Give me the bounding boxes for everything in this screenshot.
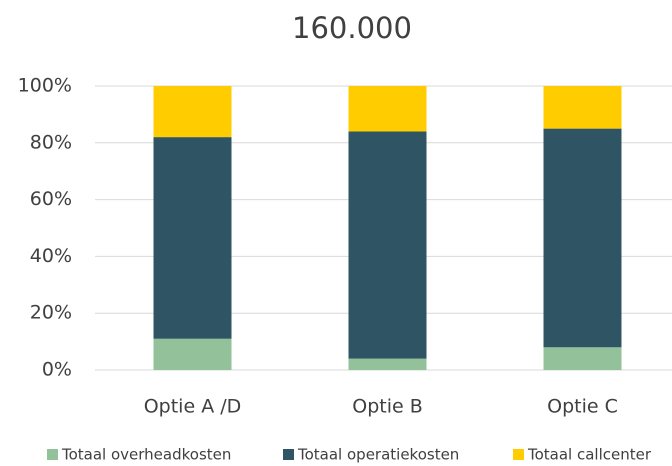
bar-segment (348, 86, 427, 132)
legend-swatch (513, 449, 524, 460)
legend-label: Totaal callcenter (527, 446, 652, 464)
bar-segment (543, 128, 622, 348)
bar-segment (348, 131, 427, 359)
y-tick-label: 40% (30, 245, 72, 267)
x-tick-label: Optie C (547, 396, 618, 418)
bar-segment (153, 338, 232, 370)
legend-swatch (47, 449, 58, 460)
bar-segment (543, 86, 622, 129)
chart-title: 160.000 (292, 11, 412, 45)
bar-segment (153, 86, 232, 138)
legend-label: Totaal overheadkosten (61, 446, 231, 464)
bar-segment (153, 137, 232, 339)
y-tick-label: 0% (42, 359, 72, 381)
bar-segment (348, 358, 427, 370)
y-tick-label: 20% (30, 302, 72, 324)
y-tick-label: 80% (30, 131, 72, 153)
legend-swatch (283, 449, 294, 460)
x-tick-label: Optie B (352, 396, 423, 418)
y-tick-label: 60% (30, 188, 72, 210)
bar-segment (543, 347, 622, 370)
x-tick-label: Optie A /D (144, 396, 242, 418)
y-tick-label: 100% (18, 75, 72, 97)
legend-label: Totaal operatiekosten (297, 446, 459, 464)
